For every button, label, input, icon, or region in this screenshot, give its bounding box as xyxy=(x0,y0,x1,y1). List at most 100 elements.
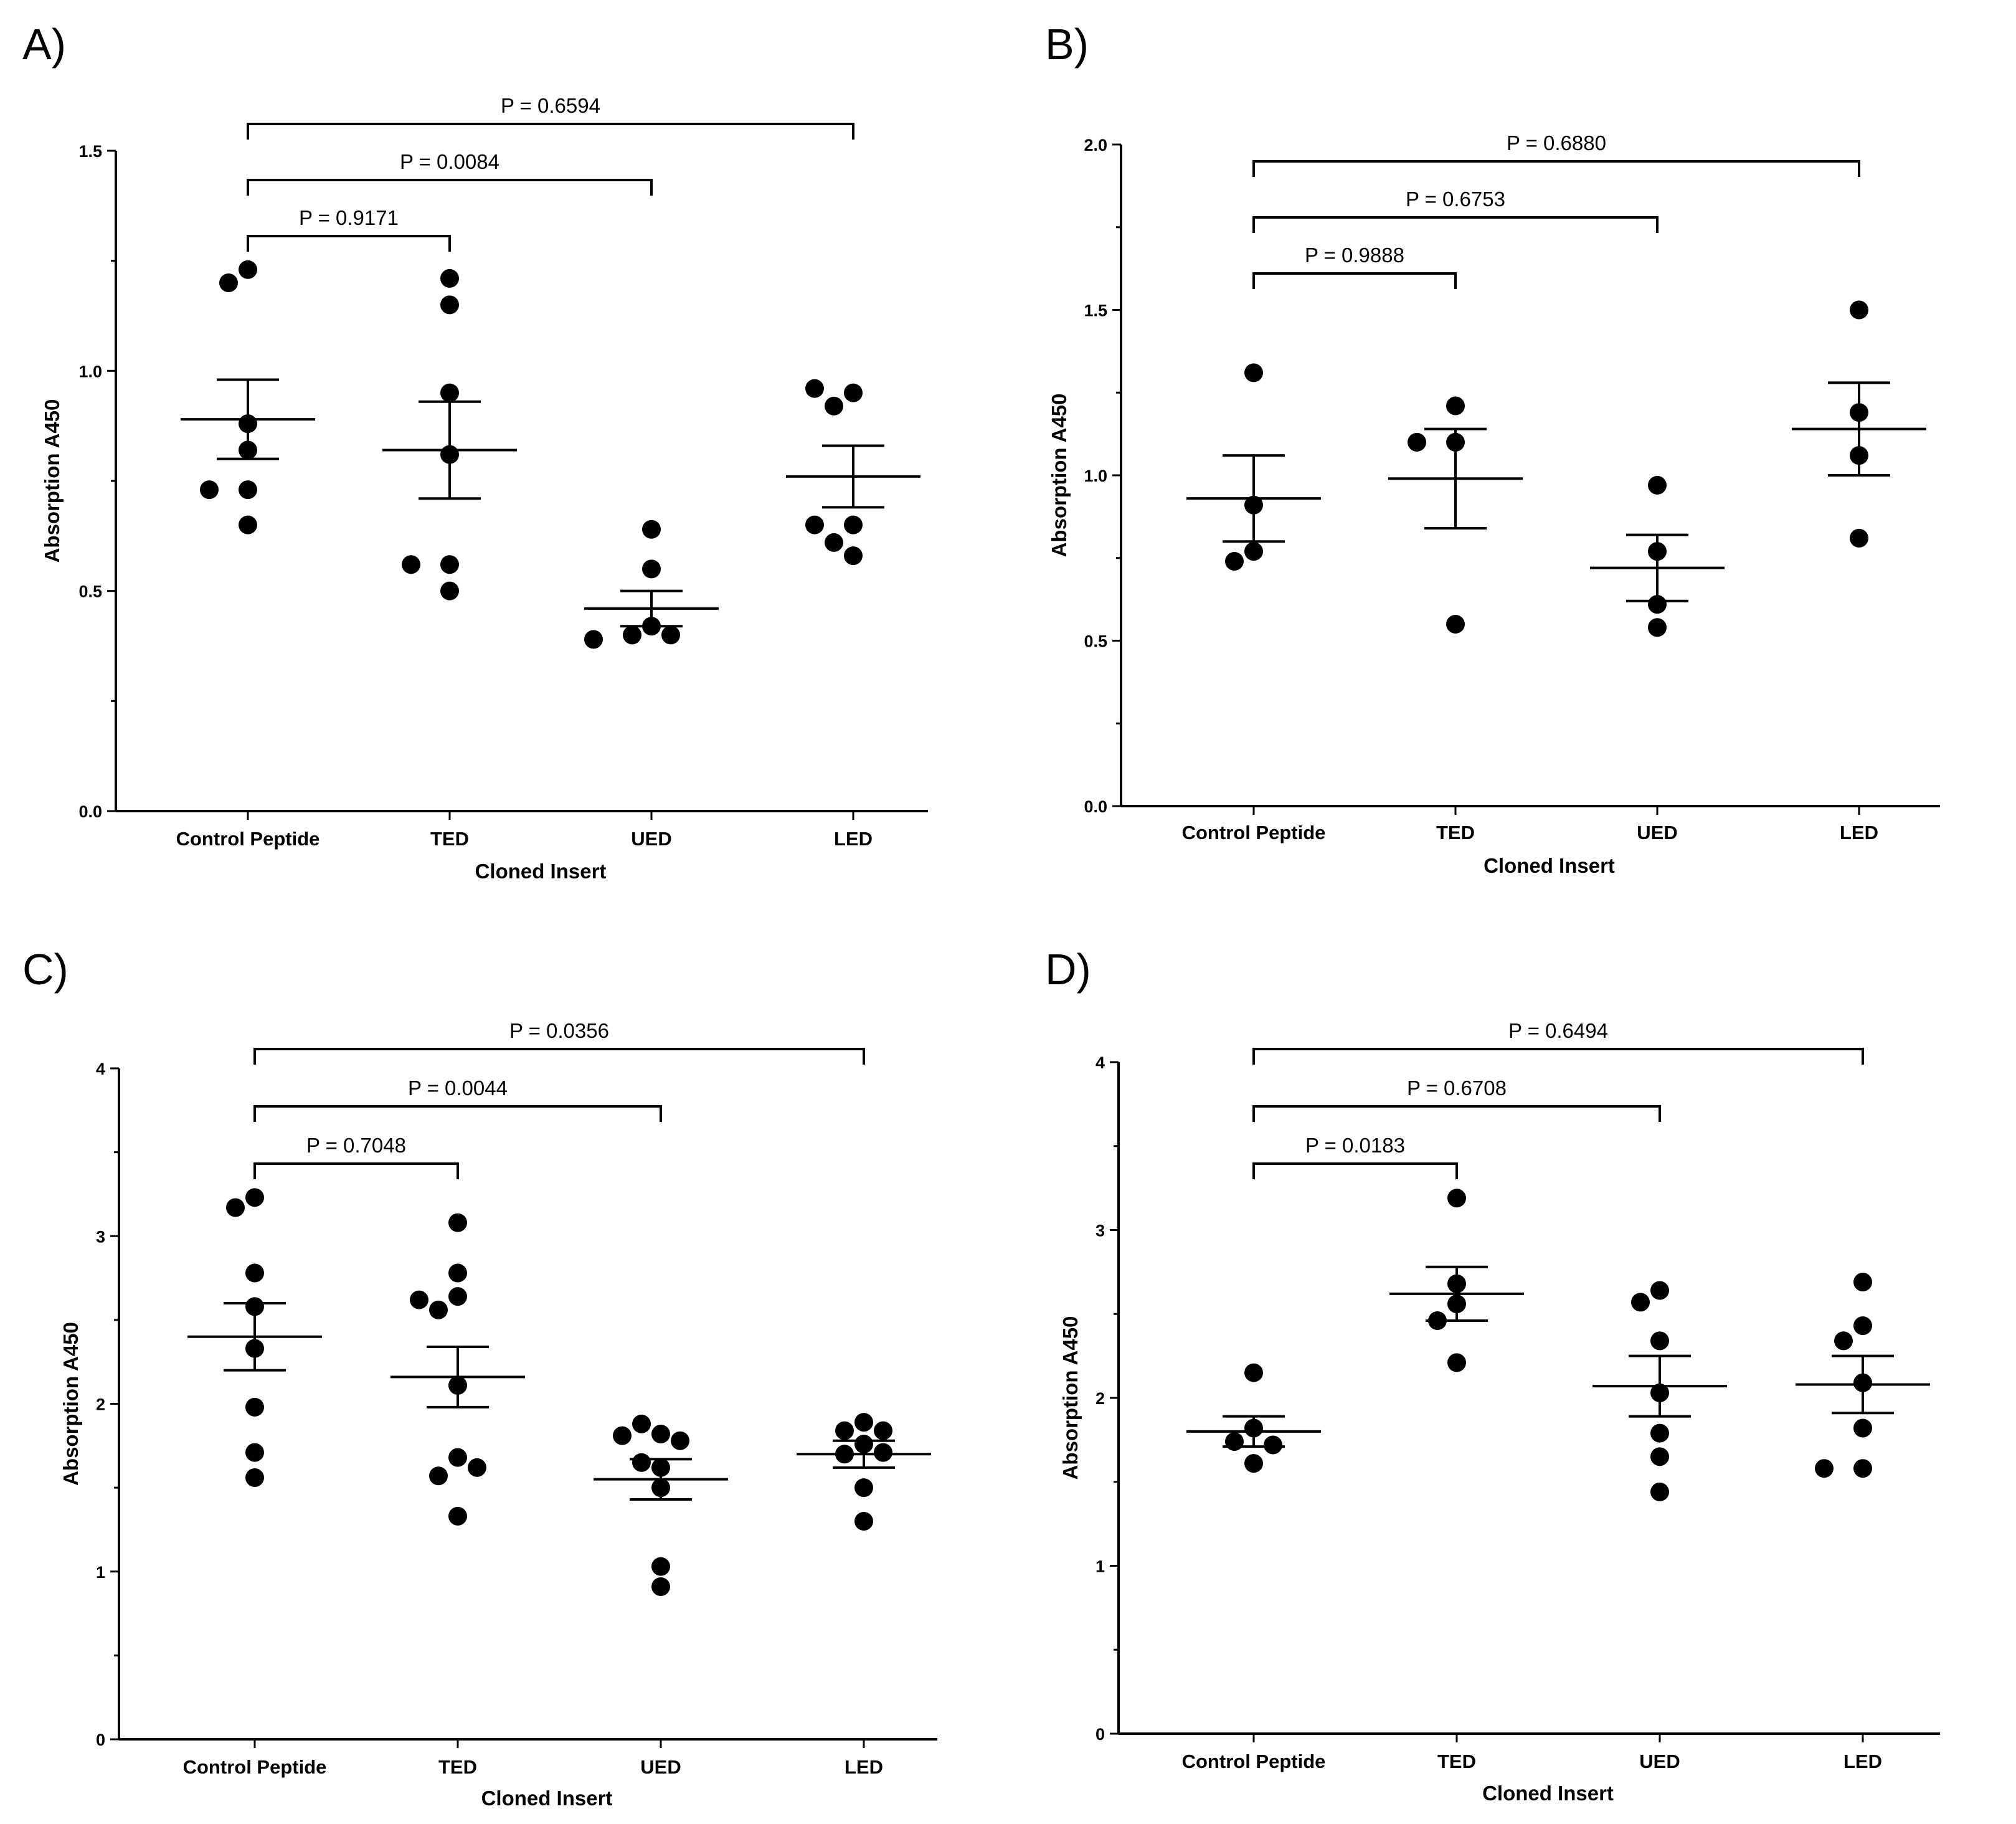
data-point xyxy=(854,1413,873,1432)
x-tick-label: TED xyxy=(1437,1750,1476,1772)
data-point xyxy=(448,1213,467,1232)
data-point xyxy=(874,1443,892,1462)
data-point xyxy=(1650,1482,1669,1501)
data-point xyxy=(402,555,420,574)
data-point xyxy=(1648,475,1667,495)
y-tick-label: 0 xyxy=(1096,1725,1105,1744)
data-point xyxy=(1650,1331,1669,1351)
chart-panel-1: A) 0.0 0.5 1.0 1.5 Control Peptide TED UED LED Cl… xyxy=(22,20,928,883)
y-tick-label: 1.5 xyxy=(78,142,102,161)
y-tick-label: 0.5 xyxy=(78,582,102,601)
y-tick-label: 0 xyxy=(96,1731,105,1749)
y-axis-label: Absorption A450 xyxy=(59,1322,82,1486)
data-point xyxy=(1225,552,1244,571)
data-point xyxy=(835,1421,854,1440)
data-point xyxy=(1850,528,1868,548)
panel-letter: A) xyxy=(22,20,66,69)
data-point xyxy=(825,396,843,416)
data-point xyxy=(584,630,603,649)
comparison-bracket xyxy=(253,1048,865,1065)
data-point xyxy=(245,1397,264,1417)
data-point xyxy=(440,295,459,315)
data-point xyxy=(448,1506,467,1526)
data-point xyxy=(1834,1331,1853,1351)
data-point xyxy=(1853,1459,1872,1478)
panel-letter: B) xyxy=(1045,20,1089,69)
data-point xyxy=(1225,1432,1244,1451)
data-point xyxy=(440,383,459,402)
p-value-label: P = 0.6594 xyxy=(501,94,600,117)
data-point xyxy=(1446,396,1465,416)
data-point xyxy=(1853,1418,1872,1438)
y-tick-label: 2.0 xyxy=(1084,136,1107,154)
data-point xyxy=(1850,300,1868,320)
p-value-label: P = 0.0356 xyxy=(509,1019,609,1042)
data-point xyxy=(440,268,459,288)
y-tick-label: 0.0 xyxy=(1084,797,1107,816)
x-tick-label: LED xyxy=(845,1756,883,1778)
data-point xyxy=(226,1198,245,1217)
data-point xyxy=(1408,432,1426,452)
x-tick-label: UED xyxy=(631,828,671,850)
y-tick-label: 4 xyxy=(96,1060,105,1078)
x-tick-label: LED xyxy=(1843,1750,1882,1772)
y-axis-label: Absorption A450 xyxy=(40,399,64,563)
data-point xyxy=(1853,1273,1872,1292)
data-point xyxy=(825,533,843,552)
chart-panel-2: B) 0.0 0.5 1.0 1.5 2.0 Control Peptide TED UED LE… xyxy=(1045,20,1940,877)
y-tick-label: 0.0 xyxy=(78,802,102,821)
y-tick-label: 1 xyxy=(1096,1557,1105,1576)
data-point xyxy=(844,546,863,566)
data-point xyxy=(805,379,824,398)
comparison-bracket xyxy=(247,179,653,196)
data-point xyxy=(429,1300,448,1319)
data-point xyxy=(661,625,680,645)
data-point xyxy=(429,1466,448,1486)
data-point xyxy=(245,1468,264,1487)
data-point xyxy=(1853,1316,1872,1336)
data-point xyxy=(1815,1459,1834,1478)
data-point xyxy=(245,1263,264,1283)
p-value-label: P = 0.7048 xyxy=(306,1134,406,1157)
y-axis-label: Absorption A450 xyxy=(1048,394,1071,558)
data-point xyxy=(1244,363,1263,382)
y-tick-label: 0.5 xyxy=(1084,632,1107,651)
data-point xyxy=(651,1557,670,1576)
y-tick-label: 3 xyxy=(96,1227,105,1246)
y-tick-label: 1 xyxy=(96,1563,105,1582)
x-tick-label: TED xyxy=(438,1756,477,1778)
data-point xyxy=(671,1431,689,1450)
y-tick-label: 2 xyxy=(1096,1389,1105,1408)
data-point xyxy=(874,1421,892,1440)
y-tick-label: 1.0 xyxy=(1084,467,1107,485)
comparison-bracket xyxy=(247,123,854,140)
data-point xyxy=(440,555,459,574)
p-value-label: P = 0.6708 xyxy=(1407,1076,1507,1100)
data-point xyxy=(1244,542,1263,561)
data-point xyxy=(410,1290,428,1309)
data-point xyxy=(632,1414,651,1433)
data-point xyxy=(613,1426,632,1445)
x-tick-label: LED xyxy=(1840,822,1878,843)
data-point xyxy=(1244,1454,1263,1473)
panel-letter: C) xyxy=(22,945,69,994)
x-tick-label: Control Peptide xyxy=(1182,822,1326,843)
comparison-bracket xyxy=(1252,216,1659,233)
comparison-bracket xyxy=(1252,1048,1864,1065)
p-value-label: P = 0.9171 xyxy=(299,206,399,229)
data-point xyxy=(440,581,459,601)
data-point xyxy=(623,625,641,645)
p-value-label: P = 0.9888 xyxy=(1305,244,1404,267)
data-point xyxy=(1650,1281,1669,1300)
x-tick-label: Control Peptide xyxy=(183,1756,327,1778)
x-axis-label: Cloned Insert xyxy=(481,1787,613,1810)
x-axis-label: Cloned Insert xyxy=(1482,1782,1614,1805)
data-point xyxy=(651,1577,670,1596)
x-tick-label: TED xyxy=(430,828,469,850)
data-point xyxy=(448,1263,467,1283)
data-point xyxy=(642,559,661,579)
data-point xyxy=(1447,1353,1466,1372)
data-point xyxy=(1648,618,1667,637)
data-point xyxy=(854,1511,873,1531)
x-tick-label: TED xyxy=(1436,822,1475,843)
